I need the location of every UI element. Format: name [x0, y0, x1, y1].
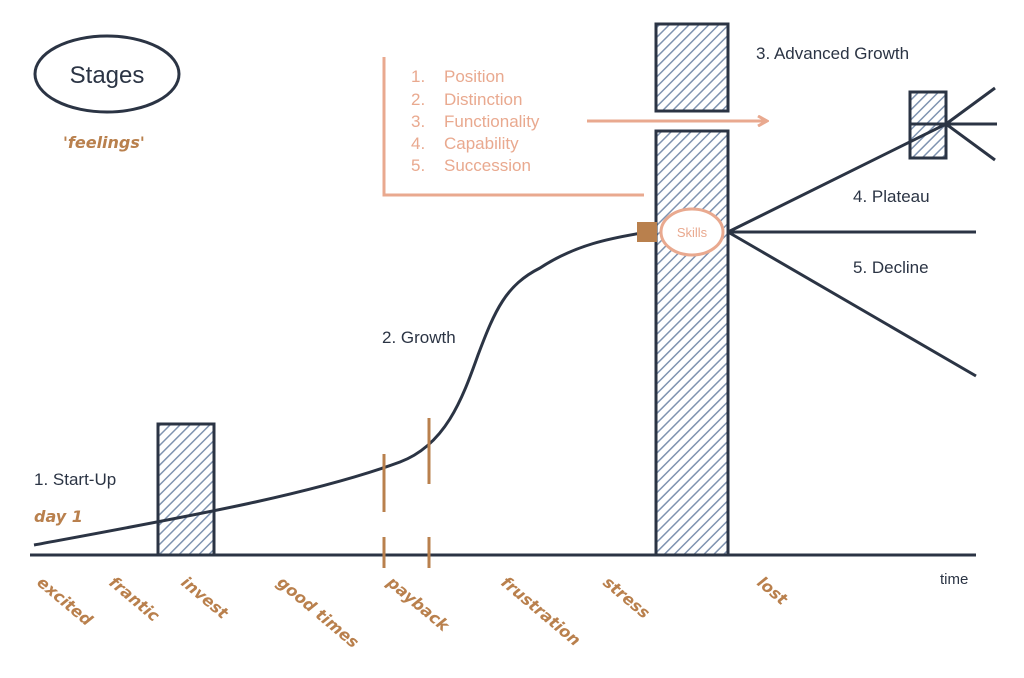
stage-label-growth: 2. Growth — [382, 328, 456, 347]
feeling-label: invest — [177, 573, 233, 624]
list-item-distinction: Distinction — [444, 90, 522, 109]
list-item-position: Position — [444, 67, 504, 86]
feeling-label: payback — [383, 572, 454, 636]
feeling-label: excited — [33, 573, 96, 630]
decline-line — [727, 230, 977, 378]
growth-curve — [33, 230, 649, 547]
list-item-functionality: Functionality — [444, 112, 540, 131]
diagram-title: Stages — [70, 62, 145, 89]
hatch-bar-stress — [654, 129, 730, 557]
list-bracket — [382, 57, 644, 197]
stage-label-decline: 5. Decline — [853, 258, 929, 277]
list-number: 2. — [411, 90, 425, 109]
stage-label-advanced-growth: 3. Advanced Growth — [756, 44, 909, 63]
time-axis-label: time — [940, 571, 968, 588]
numbered-list: 1. Position 2. Distinction 3. Functional… — [411, 67, 540, 175]
feeling-label: good times — [273, 573, 362, 652]
feeling-label: frustration — [497, 573, 584, 650]
stage-label-plateau: 4. Plateau — [853, 187, 930, 206]
skills-square-marker — [637, 222, 657, 242]
list-item-capability: Capability — [444, 134, 519, 153]
list-number: 5. — [411, 156, 425, 175]
hatch-bar-upper — [654, 22, 730, 113]
list-number: 1. — [411, 67, 425, 86]
hatch-bar-invest — [156, 422, 216, 557]
day-one-label: day 1 — [34, 507, 83, 526]
list-number: 3. — [411, 112, 425, 131]
stage-label-startup: 1. Start-Up — [34, 470, 116, 489]
fan-line-up — [945, 86, 996, 126]
list-item-succession: Succession — [444, 156, 531, 175]
advanced-growth-line — [727, 122, 947, 234]
feeling-label: frantic — [105, 573, 163, 626]
fan-line-down — [945, 122, 996, 162]
skills-ellipse — [659, 207, 725, 257]
skills-label: Skills — [677, 225, 708, 240]
feelings-subtitle: 'feelings' — [63, 133, 145, 152]
feeling-label: stress — [599, 573, 653, 623]
list-number: 4. — [411, 134, 425, 153]
feeling-label: lost — [753, 573, 792, 610]
title-ellipse — [33, 34, 181, 114]
